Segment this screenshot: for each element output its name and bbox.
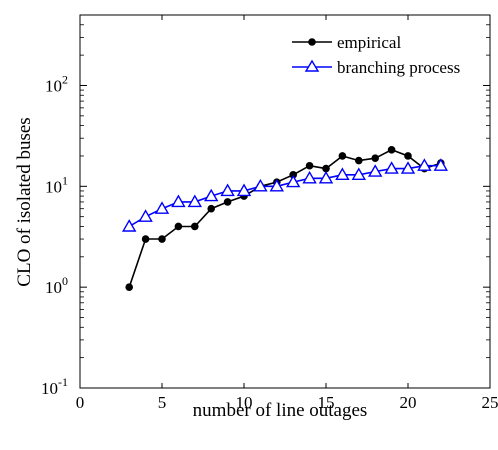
data-point-branching-process (121, 219, 137, 232)
y-tick-label-exponent: 1 (62, 173, 68, 187)
data-point-empirical (305, 161, 314, 170)
y-tick-label-exponent: 2 (62, 72, 68, 86)
legend-marker-branching-process (304, 59, 320, 72)
y-tick-label-exponent: -1 (58, 375, 68, 389)
x-axis-ticks: 0 5 10 15 20 25 (76, 15, 498, 412)
x-tick-label: 10 (236, 393, 253, 412)
data-point-branching-process (154, 201, 170, 214)
x-axis-label: number of line outages (193, 400, 368, 421)
y-axis-label: CLO of isolated buses (14, 117, 35, 286)
data-point-branching-process (285, 174, 301, 188)
data-point-empirical (125, 283, 133, 291)
legend-label-branching-process: branching process (337, 58, 460, 77)
x-tick-label: 5 (158, 393, 167, 412)
x-tick-label: 0 (76, 393, 85, 412)
data-point-empirical (404, 152, 412, 160)
y-tick-label-exponent: 0 (62, 274, 68, 288)
y-tick-label: 100 (45, 274, 68, 297)
y-tick-label: 102 (45, 72, 68, 95)
data-point-branching-process (367, 164, 383, 177)
data-point-branching-process (318, 170, 334, 184)
data-point-branching-process (384, 161, 399, 174)
data-point-empirical (322, 164, 330, 173)
legend-label-empirical: empirical (337, 33, 401, 52)
data-point-branching-process (351, 167, 367, 181)
legend: empirical branching process (292, 33, 460, 77)
data-point-branching-process (171, 194, 186, 208)
data-point-empirical (141, 235, 150, 243)
data-point-branching-process (302, 170, 317, 184)
data-point-empirical (207, 204, 215, 213)
y-tick-label-base: 10 (45, 177, 62, 196)
data-point-empirical (174, 222, 183, 231)
data-point-branching-process (433, 158, 449, 171)
data-point-empirical (158, 235, 166, 243)
legend-marker-empirical (308, 38, 316, 46)
data-point-branching-process (335, 167, 350, 181)
y-tick-label: 101 (45, 173, 68, 196)
data-point-empirical (191, 222, 199, 231)
y-tick-label: 10-1 (41, 375, 68, 398)
data-point-branching-process (220, 183, 235, 197)
data-point-branching-process (138, 209, 153, 222)
data-point-branching-process (187, 194, 203, 208)
series-layer (121, 146, 449, 291)
data-point-branching-process (253, 178, 268, 192)
data-point-empirical (355, 156, 363, 165)
x-tick-label: 25 (482, 393, 498, 412)
y-tick-label-base: 10 (41, 379, 58, 398)
data-point-branching-process (203, 188, 219, 202)
data-point-empirical (223, 198, 232, 206)
data-point-branching-process (269, 178, 285, 192)
data-point-branching-process (417, 158, 432, 171)
data-point-branching-process (236, 183, 252, 197)
y-tick-label-base: 10 (45, 278, 62, 297)
data-point-empirical (371, 154, 380, 163)
y-tick-label-base: 10 (45, 76, 62, 95)
data-point-empirical (387, 146, 396, 154)
x-tick-label: 15 (318, 393, 335, 412)
data-point-branching-process (400, 161, 416, 174)
data-point-empirical (338, 152, 347, 160)
x-tick-label: 20 (400, 393, 417, 412)
plot-area (79, 14, 491, 389)
